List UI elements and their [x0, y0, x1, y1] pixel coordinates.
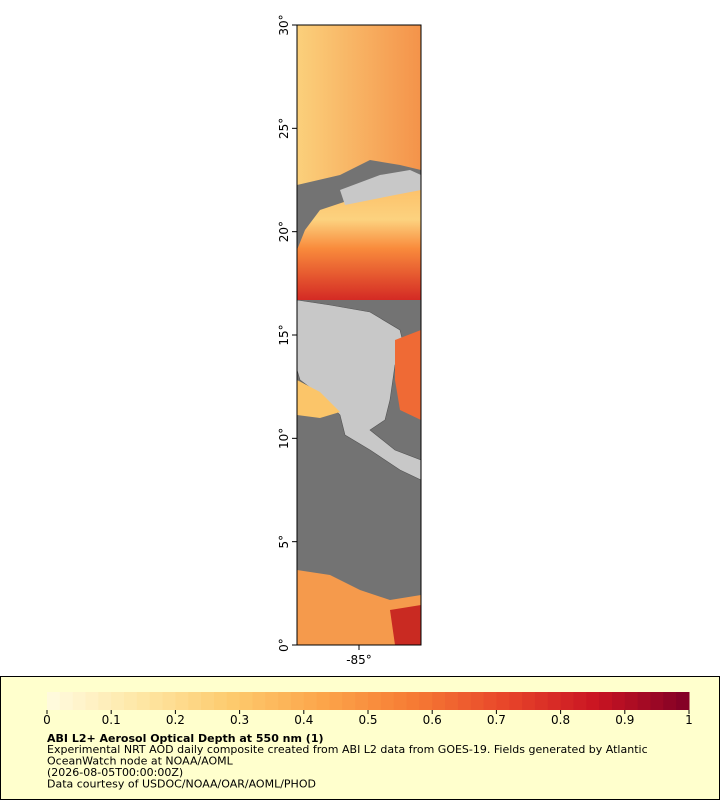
aod-field: [297, 380, 340, 418]
colorbar-cell: [380, 692, 395, 710]
colorbar-cell: [136, 692, 151, 710]
lon-tick-label: -85°: [346, 653, 372, 667]
colorbar-cell: [175, 692, 189, 710]
colorbar-tick-label: 0.2: [166, 713, 185, 727]
caption-line: OceanWatch node at NOAA/AOML: [47, 755, 234, 768]
colorbar-cell: [290, 692, 305, 710]
lat-tick-label: 25°: [277, 118, 291, 139]
colorbar-cell: [637, 692, 651, 710]
colorbar-cell: [149, 692, 164, 710]
caption-title: ABI L2+ Aerosol Optical Depth at 550 nm …: [47, 732, 324, 745]
colorbar-tick-label: 0.9: [615, 713, 634, 727]
colorbar-cell: [252, 692, 266, 710]
colorbar-cell: [47, 692, 61, 710]
caption-line: Experimental NRT AOD daily composite cre…: [47, 743, 648, 756]
colorbar-cell: [355, 692, 369, 710]
colorbar-tick-label: 1: [685, 713, 693, 727]
colorbar-cell: [393, 692, 408, 710]
colorbar-cell: [316, 692, 330, 710]
lat-tick-label: 20°: [277, 221, 291, 242]
colorbar-cell: [278, 692, 292, 710]
colorbar-cell: [72, 692, 87, 710]
colorbar-cell: [213, 692, 228, 710]
colorbar-cell: [624, 692, 639, 710]
colorbar-cell: [111, 692, 125, 710]
colorbar-cell: [457, 692, 472, 710]
lat-tick-label: 30°: [277, 14, 291, 35]
colorbar-cell: [445, 692, 459, 710]
colorbar-cell: [663, 692, 677, 710]
colorbar-cell: [586, 692, 600, 710]
colorbar-tick-label: 0.5: [358, 713, 377, 727]
colorbar-tick-label: 0.7: [487, 713, 506, 727]
colorbar-cell: [496, 692, 510, 710]
lat-tick-label: 0°: [277, 638, 291, 652]
colorbar-tick-label: 0.4: [294, 713, 313, 727]
aod-field: [297, 570, 421, 645]
colorbar-cell: [329, 692, 343, 710]
aod-field: [297, 25, 421, 185]
colorbar-cell: [676, 692, 690, 710]
colorbar-cell: [650, 692, 664, 710]
land: [340, 170, 421, 205]
colorbar-tick-label: 0.8: [551, 713, 570, 727]
colorbar-cell: [419, 692, 433, 710]
colorbar-cell: [59, 692, 74, 710]
colorbar-cell: [201, 692, 215, 710]
caption-line: (2026-08-05T00:00:00Z): [47, 766, 183, 779]
colorbar-cell: [98, 692, 112, 710]
colorbar-cell: [560, 692, 574, 710]
colorbar-cell: [470, 692, 485, 710]
colorbar-cell: [124, 692, 138, 710]
colorbar-cell: [226, 692, 241, 710]
colorbar-tick-label: 0.6: [423, 713, 442, 727]
lat-tick-label: 5°: [277, 535, 291, 549]
colorbar-cell: [611, 692, 626, 710]
colorbar-cell: [265, 692, 279, 710]
colorbar-tick-label: 0.1: [102, 713, 121, 727]
colorbar-cell: [509, 692, 523, 710]
aod-field: [390, 605, 421, 645]
colorbar-cell: [162, 692, 176, 710]
colorbar-cell: [599, 692, 613, 710]
map-panel: [296, 24, 422, 646]
colorbar-cell: [85, 692, 99, 710]
colorbar-tick-label: 0: [43, 713, 51, 727]
colorbar-cell: [406, 692, 420, 710]
colorbar-cell: [342, 692, 356, 710]
colorbar-cell: [432, 692, 446, 710]
colorbar-cell: [239, 692, 253, 710]
caption-line: Data courtesy of USDOC/NOAA/OAR/AOML/PHO…: [47, 778, 316, 791]
lat-tick-label: 10°: [277, 428, 291, 449]
colorbar-cell: [547, 692, 562, 710]
colorbar-cell: [573, 692, 587, 710]
colorbar-cell: [188, 692, 202, 710]
lat-tick-label: 15°: [277, 324, 291, 345]
colorbar-cell: [522, 692, 536, 710]
colorbar-cell: [303, 692, 318, 710]
colorbar-cell: [483, 692, 497, 710]
aod-field: [395, 330, 421, 420]
colorbar-tick-label: 0.3: [230, 713, 249, 727]
colorbar-cell: [368, 692, 382, 710]
colorbar-cell: [534, 692, 549, 710]
